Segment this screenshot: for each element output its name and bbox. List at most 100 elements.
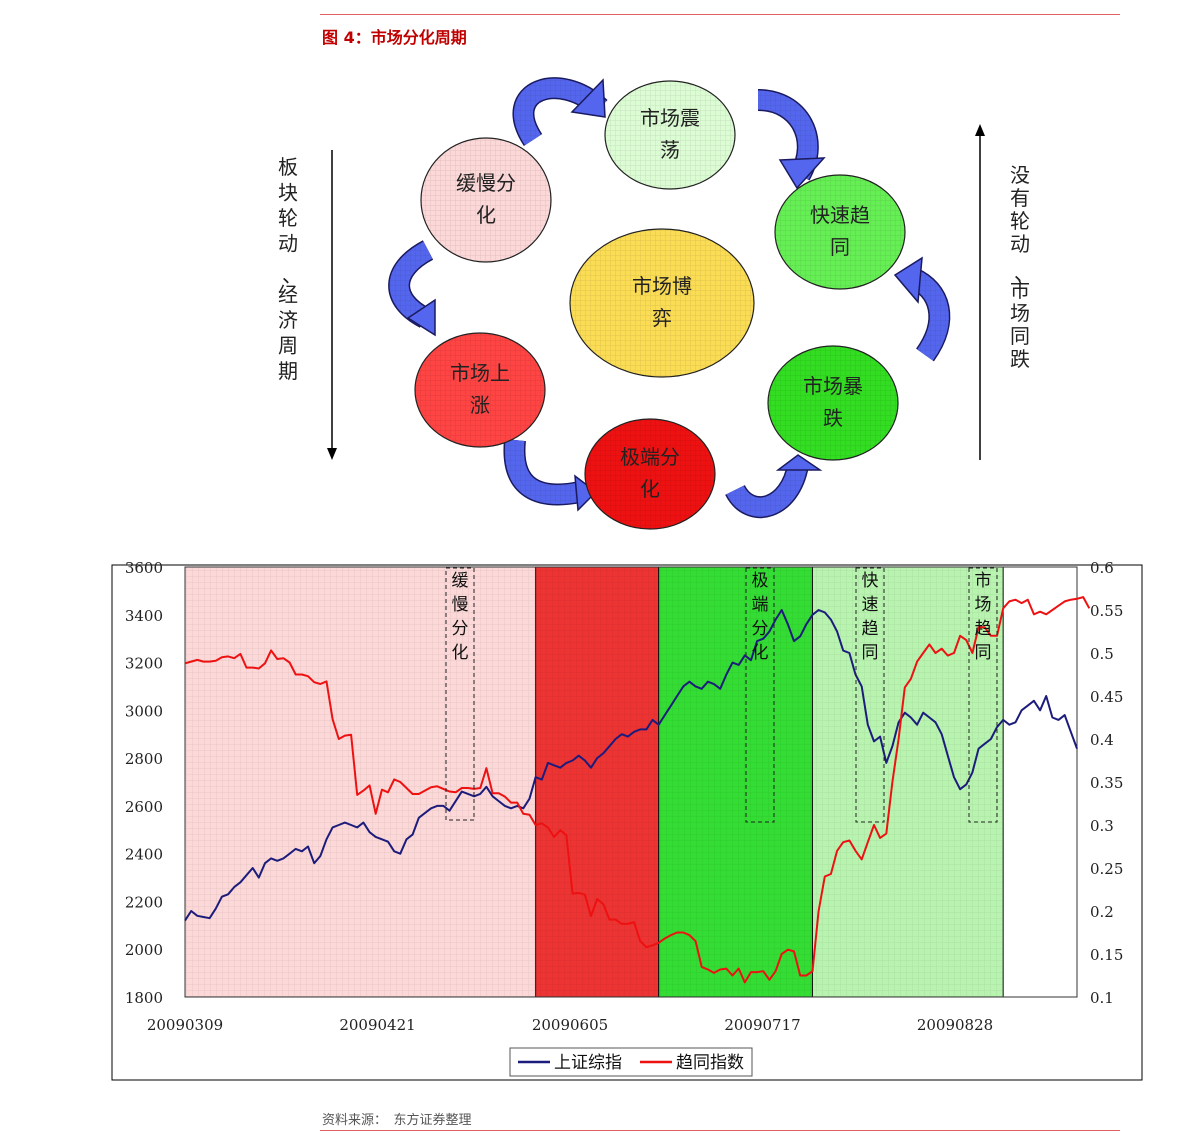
- svg-text:快: 快: [862, 571, 879, 591]
- phase-regions: [185, 566, 1004, 998]
- source-note: 资料来源： 东方证券整理: [322, 1113, 472, 1128]
- node-label: 市场上: [450, 361, 510, 385]
- y-left-tick-label: 2800: [125, 750, 163, 768]
- y-right-tick-label: 0.45: [1090, 688, 1123, 706]
- svg-text:动: 动: [278, 232, 298, 256]
- phase-region: [535, 566, 660, 998]
- phase-region: [185, 567, 536, 997]
- bottom-rule: [320, 1130, 1120, 1131]
- svg-text:场: 场: [1010, 301, 1030, 325]
- phase-region: [811, 566, 1004, 998]
- series-line-2: [184, 596, 1091, 984]
- node-label: 极端分: [620, 445, 680, 469]
- x-tick-label: 20090605: [532, 1016, 608, 1034]
- figure-title: 图 4：市场分化周期: [322, 28, 467, 47]
- svg-text:轮: 轮: [278, 206, 298, 230]
- svg-text:动: 动: [1010, 232, 1030, 256]
- node-label: 弈: [652, 306, 672, 330]
- legend-label: 上证综指: [554, 1053, 622, 1073]
- series-line-1: [184, 609, 1078, 922]
- y-left-tick-label: 3200: [125, 655, 163, 673]
- y-left-tick-label: 2000: [125, 941, 163, 959]
- y-right-tick-label: 0.6: [1090, 559, 1114, 577]
- legend-item: 趋同指数: [640, 1053, 744, 1073]
- node-label: 快速趋: [810, 203, 870, 227]
- svg-text:没: 没: [1010, 163, 1030, 187]
- svg-text:化: 化: [452, 643, 469, 663]
- node-label: 同: [830, 235, 850, 259]
- y-axis-right: 0.1 0.15 0.2 0.25 0.3 0.35 0.4 0.45 0.5 0.55 0.6: [1090, 559, 1123, 1007]
- svg-text:板: 板: [278, 155, 298, 179]
- right-arrowhead-icon: [975, 124, 985, 136]
- y-right-tick-label: 0.4: [1090, 731, 1114, 749]
- y-left-tick-label: 3600: [125, 559, 163, 577]
- node-label: 缓慢分: [456, 171, 516, 195]
- y-right-tick-label: 0.25: [1090, 860, 1123, 878]
- x-tick-label: 20090309: [147, 1016, 223, 1034]
- node-label: 涨: [470, 393, 490, 417]
- node-label: 化: [476, 203, 496, 227]
- legend-label: 趋同指数: [676, 1053, 744, 1073]
- svg-text:分: 分: [452, 619, 469, 639]
- curved-arrow-icon: [725, 454, 823, 519]
- y-axis-left: 1800 2000 2200 2400 2600 2800 3000 3200 3400 3600: [125, 559, 163, 1007]
- left-arrowhead-icon: [327, 448, 337, 460]
- svg-text:同: 同: [862, 643, 879, 663]
- y-right-tick-label: 0.15: [1090, 946, 1123, 964]
- y-left-tick-label: 2400: [125, 846, 163, 864]
- y-left-tick-label: 1800: [125, 989, 163, 1007]
- y-left-tick-label: 2200: [125, 893, 163, 911]
- y-right-tick-label: 0.3: [1090, 817, 1114, 835]
- svg-text:速: 速: [862, 595, 879, 615]
- node-label: 跌: [823, 406, 843, 430]
- svg-text:、: 、: [1014, 261, 1034, 285]
- legend-item: 上证综指: [518, 1053, 622, 1073]
- node-label: 荡: [660, 138, 680, 162]
- svg-text:周: 周: [278, 334, 298, 358]
- svg-text:极: 极: [752, 571, 769, 591]
- x-tick-label: 20090717: [724, 1016, 800, 1034]
- legend-box: [509, 1047, 753, 1077]
- x-tick-label: 20090828: [917, 1016, 993, 1034]
- node-label: 市场暴: [803, 374, 863, 398]
- svg-text:化: 化: [752, 643, 769, 663]
- y-right-tick-label: 0.1: [1090, 989, 1114, 1007]
- svg-text:跌: 跌: [1010, 347, 1030, 371]
- svg-text:、: 、: [282, 263, 302, 287]
- svg-text:趋: 趋: [862, 619, 879, 639]
- svg-text:块: 块: [278, 181, 298, 205]
- curved-arrow-icon: [503, 438, 598, 512]
- y-left-tick-label: 2600: [125, 798, 163, 816]
- y-left-tick-label: 3000: [125, 702, 163, 720]
- svg-text:同: 同: [1010, 324, 1030, 348]
- node-label: 化: [640, 477, 660, 501]
- svg-text:缓: 缓: [452, 571, 469, 591]
- svg-text:场: 场: [975, 595, 992, 615]
- svg-text:市: 市: [1010, 278, 1030, 302]
- y-right-tick-label: 0.5: [1090, 645, 1114, 663]
- svg-text:同: 同: [975, 643, 992, 663]
- x-axis: 20090309 20090421 20090605 20090717 20090828: [147, 1016, 993, 1034]
- phase-region: [658, 566, 813, 998]
- svg-text:分: 分: [752, 619, 769, 639]
- node-label: 市场震: [640, 106, 700, 130]
- svg-text:有: 有: [1010, 186, 1030, 210]
- x-tick-label: 20090421: [339, 1016, 415, 1034]
- series-lines: [184, 596, 1091, 984]
- svg-text:经: 经: [278, 283, 298, 307]
- plot-area: [184, 566, 1078, 998]
